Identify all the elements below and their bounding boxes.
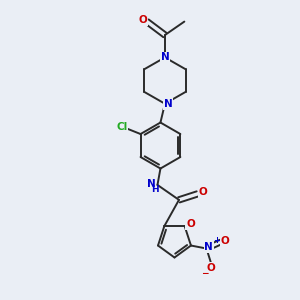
Text: O: O	[186, 219, 195, 230]
Text: H: H	[151, 185, 159, 194]
Text: N: N	[160, 52, 169, 62]
Text: −: −	[201, 269, 209, 278]
Text: N: N	[205, 242, 213, 252]
Text: Cl: Cl	[116, 122, 128, 133]
Text: N: N	[164, 99, 172, 109]
Text: O: O	[221, 236, 230, 246]
Text: O: O	[139, 15, 148, 26]
Text: O: O	[207, 263, 215, 273]
Text: +: +	[213, 236, 220, 245]
Text: N: N	[146, 179, 155, 189]
Text: O: O	[199, 187, 207, 197]
